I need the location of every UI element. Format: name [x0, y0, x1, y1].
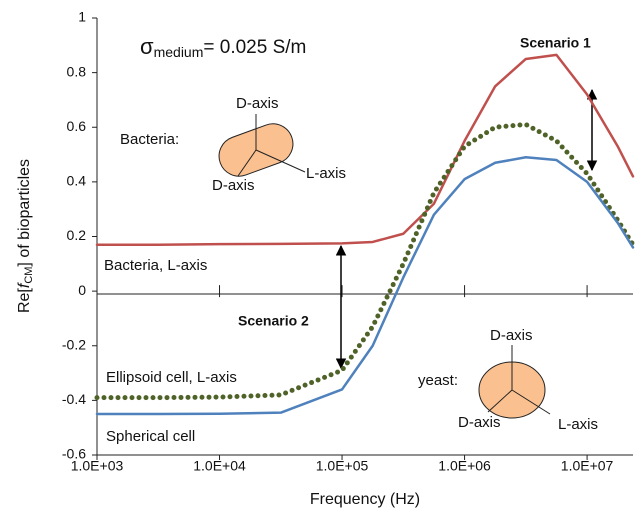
bacteria-icon: [213, 114, 305, 182]
y-tick-label: 0: [78, 282, 86, 298]
axis-label: D-axis: [490, 327, 533, 344]
x-tick-label: 1.0E+05: [316, 458, 369, 474]
x-tick-label: 1.0E+03: [71, 458, 124, 474]
chart: σmedium= 0.025 S/m Frequency (Hz) Re[fCM…: [0, 0, 635, 518]
yeast-label: yeast:: [418, 372, 458, 389]
y-title-pre: Re[: [16, 288, 33, 313]
y-title-post: ] of bioparticles: [16, 159, 33, 267]
y-tick-label: 0.6: [67, 118, 87, 134]
medium-label: σmedium= 0.025 S/m: [140, 34, 306, 60]
sigma-value: = 0.025 S/m: [203, 37, 306, 58]
y-tick-label: 0.4: [67, 173, 87, 189]
axis-label: L-axis: [558, 416, 598, 433]
sigma-sub: medium: [154, 44, 204, 60]
y-tick-label: 0.2: [67, 227, 87, 243]
series-line: [97, 55, 633, 245]
x-tick-label: 1.0E+06: [438, 458, 491, 474]
y-tick-label: -0.2: [62, 336, 86, 352]
scenario-label: Scenario 1: [520, 35, 591, 51]
x-tick-label: 1.0E+04: [193, 458, 246, 474]
yeast-icon: [479, 345, 550, 418]
axis-label: D-axis: [236, 95, 279, 112]
bacteria-label: Bacteria:: [120, 131, 179, 148]
series-label: Ellipsoid cell, L-axis: [106, 369, 237, 386]
x-axis-title: Frequency (Hz): [310, 491, 420, 508]
y-tick-label: -0.4: [62, 391, 86, 407]
y-axis-title: Re[fCM] of bioparticles: [16, 159, 35, 313]
y-tick-label: 0.8: [67, 63, 87, 79]
series-label: Bacteria, L-axis: [104, 257, 207, 274]
axis-label: D-axis: [212, 177, 255, 194]
axis-label: D-axis: [458, 414, 501, 431]
x-tick-label: 1.0E+07: [561, 458, 614, 474]
scenario-label: Scenario 2: [238, 313, 309, 329]
y-title-sub: CM: [23, 267, 35, 284]
y-tick-label: 1: [78, 9, 86, 25]
series-label: Spherical cell: [106, 428, 195, 445]
sigma: σ: [140, 34, 154, 59]
axis-label: L-axis: [306, 165, 346, 182]
